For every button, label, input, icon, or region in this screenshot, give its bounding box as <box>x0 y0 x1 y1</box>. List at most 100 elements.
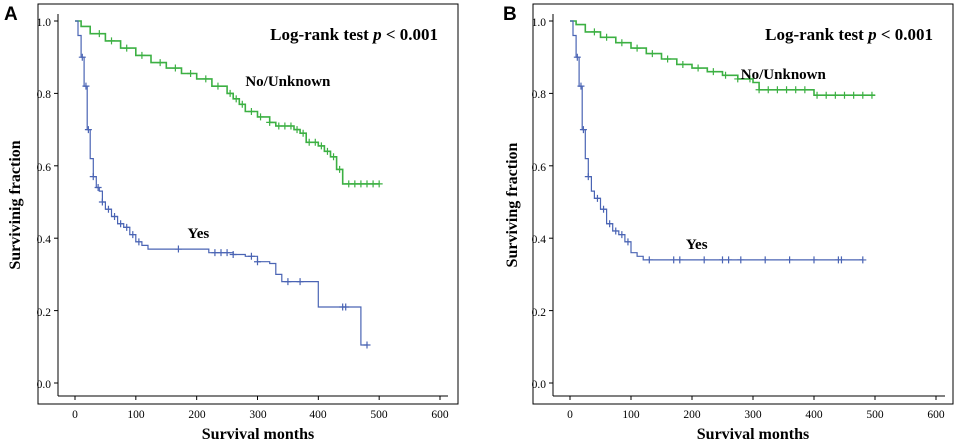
censor-mark-yes <box>700 256 708 264</box>
y-tick-label: 0.6 <box>532 162 547 174</box>
censor-mark-yes <box>573 53 581 61</box>
censor-mark-no-unknown <box>648 50 656 58</box>
censor-mark-yes <box>284 278 292 286</box>
censor-mark-no-unknown <box>95 30 103 38</box>
censor-mark-no-unknown <box>722 71 730 79</box>
censor-mark-no-unknown <box>187 69 195 77</box>
series-label-no-unknown: No/Unknown <box>741 67 827 83</box>
censor-mark-no-unknown <box>633 44 641 52</box>
censor-mark-no-unknown <box>859 91 867 99</box>
censor-mark-no-unknown <box>232 95 240 103</box>
x-ticks-b: 0 100 200 300 400 500 600 <box>567 409 945 421</box>
censor-mark-yes <box>342 303 350 311</box>
censor-mark-yes <box>837 256 845 264</box>
series-label-yes: Yes <box>686 237 708 253</box>
y-tick-label: 0.0 <box>37 379 52 391</box>
censor-mark-no-unknown <box>257 113 265 121</box>
censor-mark-no-unknown <box>755 86 763 94</box>
y-axis-title-a: Survivinig fraction <box>7 140 24 269</box>
censor-mark-yes <box>645 256 653 264</box>
censor-mark-yes <box>584 173 592 181</box>
censor-mark-no-unknown <box>822 91 830 99</box>
censor-mark-yes <box>104 205 112 213</box>
censor-mark-no-unknown <box>330 153 338 161</box>
log-rank-annotation-a: Log-rank test p < 0.001 <box>270 25 438 44</box>
censor-mark-no-unknown <box>351 180 359 188</box>
censor-mark-no-unknown <box>746 75 754 83</box>
censor-mark-yes <box>254 258 261 266</box>
censor-mark-yes <box>94 184 102 192</box>
censor-mark-yes <box>211 249 219 257</box>
censor-mark-no-unknown <box>238 100 246 108</box>
censor-mark-no-unknown <box>801 86 809 94</box>
censor-mark-no-unknown <box>345 180 353 188</box>
series-layer-a: No/Unknown Yes <box>75 20 383 349</box>
censor-mark-yes <box>593 194 601 202</box>
y-tick-label: 0.8 <box>532 89 547 101</box>
censor-mark-yes <box>78 53 86 61</box>
censor-mark-no-unknown <box>108 37 115 45</box>
x-tick-label: 300 <box>249 409 267 421</box>
censor-mark-no-unknown <box>734 75 742 83</box>
censor-mark-yes <box>670 256 678 264</box>
x-tick-label: 600 <box>431 409 449 421</box>
censor-mark-yes <box>135 238 143 246</box>
censor-mark-no-unknown <box>275 122 283 130</box>
censor-mark-no-unknown <box>311 138 319 146</box>
censor-mark-yes <box>223 249 231 257</box>
censor-mark-yes <box>606 220 614 228</box>
censor-mark-yes <box>363 341 371 349</box>
censor-mark-no-unknown <box>214 82 222 90</box>
series-layer-b: No/Unknown Yes <box>570 20 876 264</box>
censor-mark-yes <box>725 256 733 264</box>
censor-mark-yes <box>82 82 90 90</box>
censor-mark-no-unknown <box>171 64 179 72</box>
censor-mark-yes <box>676 256 684 264</box>
panel-label-a: A <box>4 4 18 25</box>
y-tick-label: 0.8 <box>37 89 52 101</box>
censor-mark-yes <box>111 212 119 220</box>
censor-mark-yes <box>123 223 131 231</box>
censor-mark-yes <box>600 205 608 213</box>
y-tick-label: 0.4 <box>532 234 547 246</box>
censor-mark-no-unknown <box>813 91 821 99</box>
censor-mark-yes <box>117 220 125 228</box>
censor-mark-yes <box>84 126 92 134</box>
x-tick-label: 500 <box>370 409 388 421</box>
censor-mark-yes <box>217 249 225 257</box>
censor-mark-no-unknown <box>281 122 289 130</box>
x-ticks-a: 0 100 200 300 400 500 600 <box>72 409 449 421</box>
censor-mark-yes <box>618 231 626 239</box>
x-tick-label: 400 <box>309 409 327 421</box>
series-line-no-unknown <box>75 20 380 185</box>
censor-mark-yes <box>761 256 769 264</box>
censor-mark-no-unknown <box>287 122 295 130</box>
censor-mark-no-unknown <box>202 75 210 83</box>
censor-mark-yes <box>786 256 794 264</box>
censor-mark-no-unknown <box>266 118 274 126</box>
censor-mark-no-unknown <box>764 86 772 94</box>
censor-mark-no-unknown <box>773 86 781 94</box>
y-tick-label: 1.0 <box>37 17 52 29</box>
censor-mark-yes <box>810 256 818 264</box>
censor-mark-no-unknown <box>156 59 164 67</box>
censor-mark-no-unknown <box>299 129 307 137</box>
x-axis-title-a: Survival months <box>202 426 314 443</box>
panel-label-b: B <box>503 4 517 25</box>
censor-mark-yes <box>129 231 137 239</box>
censor-mark-no-unknown <box>679 60 687 68</box>
log-rank-annotation-b: Log-rank test p < 0.001 <box>765 25 933 44</box>
panel-a: A 0.0 0.2 0.4 0.6 0.8 1.0 0 100 200 300 … <box>4 3 459 443</box>
y-tick-label: 0.4 <box>37 234 52 246</box>
censor-mark-yes <box>577 82 585 90</box>
series-label-yes: Yes <box>188 226 210 242</box>
x-tick-label: 200 <box>683 409 701 421</box>
y-axis-title-b: Surviving fraction <box>504 142 521 267</box>
censor-mark-yes <box>229 250 237 258</box>
x-tick-label: 0 <box>72 409 78 421</box>
censor-mark-no-unknown <box>792 86 800 94</box>
censor-mark-yes <box>719 256 726 264</box>
censor-mark-no-unknown <box>317 142 325 150</box>
censor-mark-no-unknown <box>357 180 365 188</box>
